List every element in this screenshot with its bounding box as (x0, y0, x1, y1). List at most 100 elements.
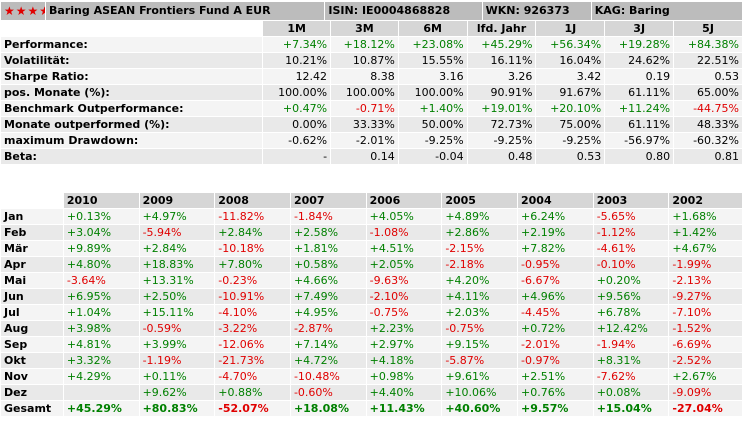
monthly-return-cell: +1.04% (63, 305, 139, 320)
perf-row-label: Monate outperformed (%): (1, 117, 263, 132)
monthly-row: Sep +4.81% +3.99% -12.06% +7.14% +2.97% +9.15%… (1, 337, 742, 352)
fund-name: Baring ASEAN Frontiers Fund A EUR (46, 2, 325, 20)
monthly-return-cell: +45.29% (63, 401, 139, 416)
monthly-return-cell: +4.18% (366, 353, 442, 368)
monthly-return-cell: -2.15% (442, 241, 517, 256)
perf-value-cell: 33.33% (331, 117, 398, 132)
perf-column-header: lfd. Jahr (467, 21, 536, 36)
monthly-return-cell: +7.82% (518, 241, 593, 256)
perf-value-cell: +18.12% (331, 37, 398, 52)
perf-value-cell: 0.00% (263, 117, 331, 132)
monthly-return-cell: +4.05% (366, 209, 442, 224)
monthly-return-cell: -6.69% (669, 337, 742, 352)
monthly-return-cell: +2.03% (442, 305, 517, 320)
monthly-return-cell: +2.84% (215, 225, 290, 240)
monthly-return-cell: +3.99% (139, 337, 215, 352)
monthly-return-cell: -3.64% (63, 273, 139, 288)
monthly-return-cell: -7.62% (593, 369, 669, 384)
monthly-return-cell: +4.20% (442, 273, 517, 288)
monthly-row: Jul +1.04% +15.11% -4.10% +4.95% -0.75% +2.03%… (1, 305, 742, 320)
perf-value-cell: 91.67% (536, 85, 605, 100)
perf-row-label: Beta: (1, 149, 263, 164)
month-label: Jul (1, 305, 63, 320)
monthly-return-cell: -4.61% (593, 241, 669, 256)
monthly-return-cell: -11.82% (215, 209, 290, 224)
perf-row-label: maximum Drawdown: (1, 133, 263, 148)
monthly-return-cell: -2.01% (518, 337, 593, 352)
perf-row-label: Performance: (1, 37, 263, 52)
perf-value-cell: +11.24% (605, 101, 674, 116)
monthly-return-cell: -5.94% (139, 225, 215, 240)
perf-value-cell: -2.01% (331, 133, 398, 148)
perf-value-cell: 0.81 (674, 149, 742, 164)
year-column-header: 2005 (442, 193, 517, 208)
monthly-return-cell: -6.67% (518, 273, 593, 288)
perf-value-cell: 15.55% (398, 53, 467, 68)
monthly-return-cell: -0.10% (593, 257, 669, 272)
monthly-return-cell: +80.83% (139, 401, 215, 416)
monthly-return-cell: -10.91% (215, 289, 290, 304)
perf-value-cell: +0.47% (263, 101, 331, 116)
monthly-return-cell: -2.18% (442, 257, 517, 272)
monthly-row: Mär +9.89% +2.84% -10.18% +1.81% +4.51% -2.15%… (1, 241, 742, 256)
monthly-return-cell: +2.58% (290, 225, 366, 240)
perf-corner-cell (1, 21, 263, 36)
perf-value-cell: -9.25% (467, 133, 536, 148)
monthly-row: Dez +9.62% +0.88% -0.60% +4.40% +10.06% +0.76%… (1, 385, 742, 400)
perf-value-cell: 24.62% (605, 53, 674, 68)
perf-row: Volatilität: 10.21% 10.87% 15.55% 16.11% 16.0… (1, 53, 742, 68)
monthly-return-cell: +9.56% (593, 289, 669, 304)
monthly-corner-cell (1, 193, 63, 208)
monthly-return-cell: +7.14% (290, 337, 366, 352)
monthly-return-cell: -10.18% (215, 241, 290, 256)
perf-value-cell: +7.34% (263, 37, 331, 52)
monthly-return-cell: -9.63% (366, 273, 442, 288)
monthly-return-cell: +3.32% (63, 353, 139, 368)
perf-row-label: Sharpe Ratio: (1, 69, 263, 84)
monthly-return-cell: -27.04% (669, 401, 742, 416)
monthly-return-cell: -9.27% (669, 289, 742, 304)
perf-row-label: Volatilität: (1, 53, 263, 68)
perf-value-cell: 0.53 (536, 149, 605, 164)
monthly-return-cell: +4.80% (63, 257, 139, 272)
monthly-return-cell: +15.04% (593, 401, 669, 416)
perf-value-cell: 0.48 (467, 149, 536, 164)
monthly-return-cell: +6.24% (518, 209, 593, 224)
monthly-return-cell: -0.23% (215, 273, 290, 288)
monthly-return-cell: -9.09% (669, 385, 742, 400)
perf-value-cell: +45.29% (467, 37, 536, 52)
month-label: Sep (1, 337, 63, 352)
monthly-return-cell: +40.60% (442, 401, 517, 416)
monthly-return-cell: +0.72% (518, 321, 593, 336)
monthly-return-cell: +4.11% (442, 289, 517, 304)
perf-value-cell: 10.21% (263, 53, 331, 68)
perf-value-cell: 22.51% (674, 53, 742, 68)
perf-value-cell: 3.42 (536, 69, 605, 84)
perf-value-cell: 16.04% (536, 53, 605, 68)
monthly-return-cell: +4.95% (290, 305, 366, 320)
monthly-row: Jan +0.13% +4.97% -11.82% -1.84% +4.05% +4.89%… (1, 209, 742, 224)
perf-value-cell: -44.75% (674, 101, 742, 116)
perf-value-cell: 100.00% (263, 85, 331, 100)
year-column-header: 2006 (366, 193, 442, 208)
year-column-header: 2004 (518, 193, 593, 208)
perf-value-cell: 90.91% (467, 85, 536, 100)
perf-value-cell: 72.73% (467, 117, 536, 132)
monthly-return-cell: -1.08% (366, 225, 442, 240)
fund-header-bar: ★★★★ Baring ASEAN Frontiers Fund A EUR I… (0, 1, 743, 21)
perf-value-cell: -0.04 (398, 149, 467, 164)
monthly-return-cell: -0.75% (442, 321, 517, 336)
perf-row: maximum Drawdown: -0.62% -2.01% -9.25% -9.25… (1, 133, 742, 148)
month-label: Gesamt (1, 401, 63, 416)
perf-value-cell: -9.25% (536, 133, 605, 148)
monthly-row: Jun +6.95% +2.50% -10.91% +7.49% -2.10% +4.11%… (1, 289, 742, 304)
monthly-return-cell: +2.86% (442, 225, 517, 240)
monthly-return-cell: +6.78% (593, 305, 669, 320)
perf-value-cell: 10.87% (331, 53, 398, 68)
monthly-return-cell: -2.13% (669, 273, 742, 288)
perf-value-cell: 8.38 (331, 69, 398, 84)
monthly-return-cell: +0.76% (518, 385, 593, 400)
year-column-header: 2009 (139, 193, 215, 208)
monthly-return-cell: +2.50% (139, 289, 215, 304)
